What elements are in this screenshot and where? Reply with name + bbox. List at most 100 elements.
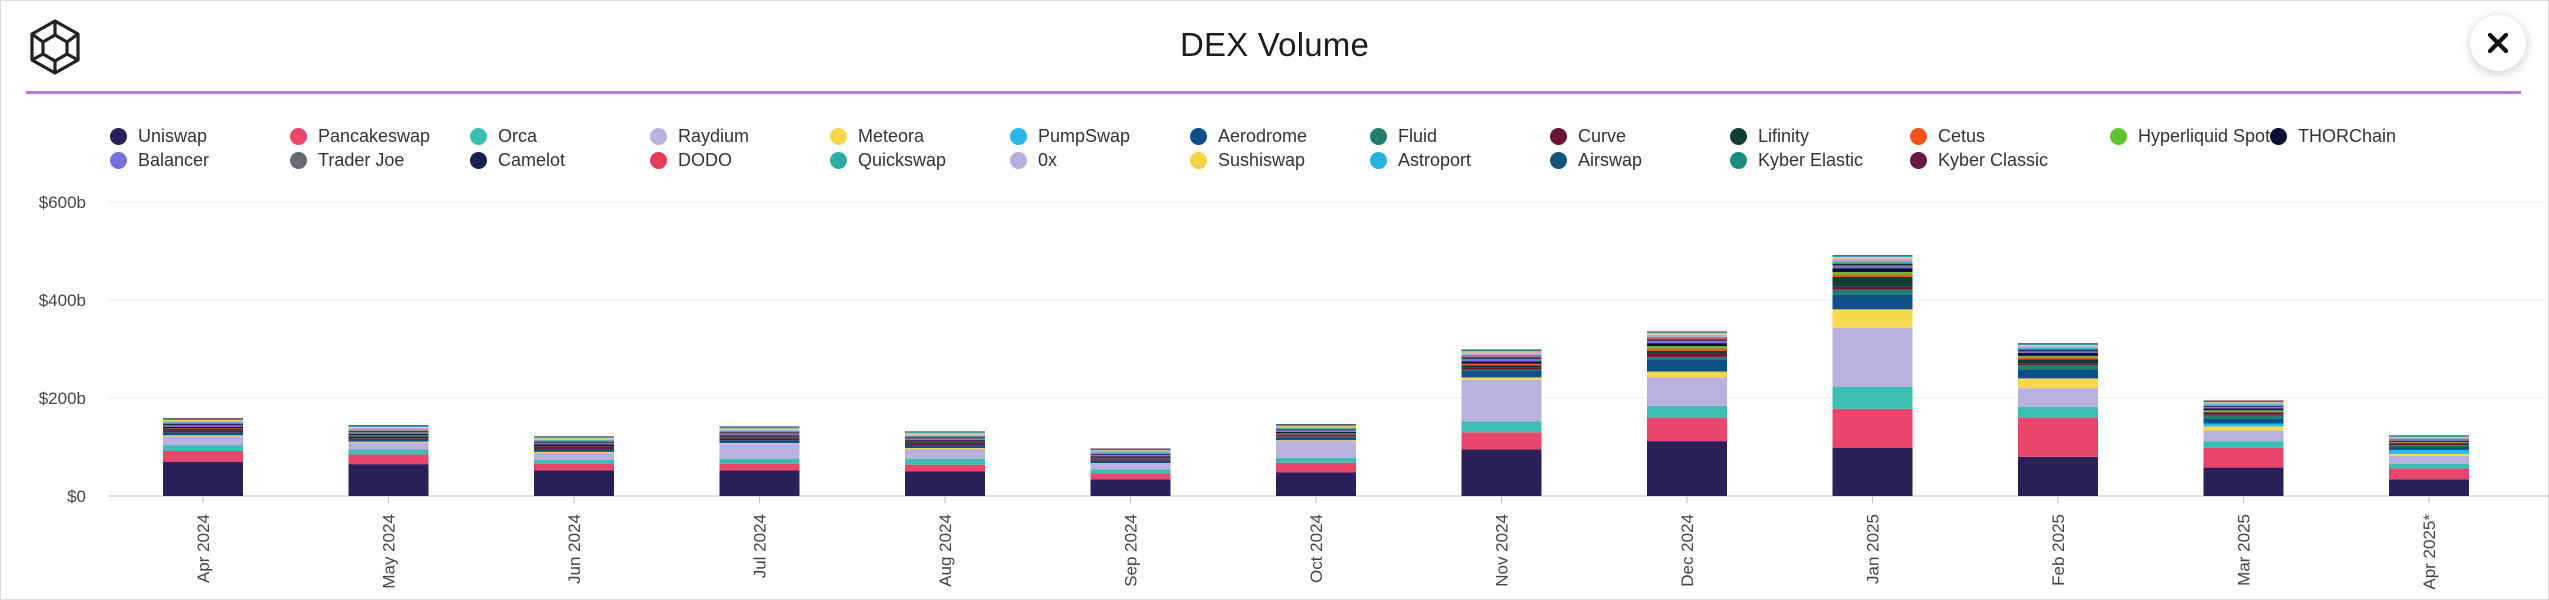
- bar-segment-orca[interactable]: [348, 449, 429, 455]
- legend-item-aerodrome[interactable]: Aerodrome: [1190, 126, 1307, 147]
- bar-segment-uniswap[interactable]: [719, 470, 800, 496]
- legend-item-kyber-elastic[interactable]: Kyber Elastic: [1730, 150, 1863, 171]
- legend-item-thorchain[interactable]: THORChain: [2270, 126, 2396, 147]
- bar-segment-lifinity[interactable]: [2389, 443, 2469, 445]
- close-button[interactable]: [2470, 15, 2526, 71]
- bar-segment-aerodrome[interactable]: [1832, 294, 1913, 310]
- bar-segment-meteora[interactable]: [163, 435, 243, 437]
- legend-item-fluid[interactable]: Fluid: [1370, 126, 1437, 147]
- bar-segment-thorchain[interactable]: [1832, 268, 1913, 273]
- bar-segment-trader-joe[interactable]: [2018, 350, 2098, 352]
- bar-segment-pancakeswap[interactable]: [348, 454, 429, 465]
- bar-segment-0x[interactable]: [534, 439, 614, 441]
- legend-item-airswap[interactable]: Airswap: [1550, 150, 1642, 171]
- bar-segment-raydium[interactable]: [1832, 327, 1913, 387]
- bar-segment-orca[interactable]: [1461, 421, 1542, 433]
- bar-segment-trader-joe[interactable]: [348, 431, 429, 433]
- bar-stack-apr-2024[interactable]: [163, 418, 243, 496]
- legend-item-lifinity[interactable]: Lifinity: [1730, 126, 1809, 147]
- bar-segment-balancer[interactable]: [1090, 455, 1171, 457]
- bar-segment-meteora[interactable]: [905, 447, 985, 449]
- bar-stack-may-2024[interactable]: [348, 424, 429, 496]
- bar-segment-raydium[interactable]: [534, 452, 614, 460]
- bar-segment-pumpswap[interactable]: [2203, 423, 2284, 427]
- bar-segment-balancer[interactable]: [534, 443, 614, 445]
- bar-segment-uniswap[interactable]: [163, 461, 243, 496]
- bar-segment-quickswap[interactable]: [905, 435, 985, 437]
- bar-segment-dodo[interactable]: [1832, 262, 1913, 264]
- bar-segment-thorchain[interactable]: [719, 435, 800, 437]
- bar-segment-0x[interactable]: [719, 429, 800, 431]
- bar-segment-meteora[interactable]: [2203, 426, 2284, 431]
- legend-item-orca[interactable]: Orca: [470, 126, 537, 147]
- bar-segment-camelot[interactable]: [348, 430, 429, 432]
- bar-segment-balancer[interactable]: [1832, 266, 1913, 269]
- bar-segment-curve[interactable]: [2203, 414, 2284, 416]
- legend-item-hyperliquid-spot[interactable]: Hyperliquid Spot: [2110, 126, 2270, 147]
- bar-segment-0x[interactable]: [1090, 450, 1171, 453]
- bar-segment-thorchain[interactable]: [905, 440, 985, 442]
- bar-segment-cetus[interactable]: [1276, 433, 1356, 435]
- bar-segment-curve[interactable]: [1461, 367, 1542, 370]
- bar-segment-curve[interactable]: [1647, 353, 1727, 357]
- bar-segment-quickswap[interactable]: [719, 430, 800, 432]
- bar-segment-cetus[interactable]: [1832, 274, 1913, 277]
- bar-segment-uniswap[interactable]: [2203, 467, 2284, 496]
- bar-segment-sushiswap[interactable]: [1647, 333, 1727, 335]
- bar-stack-jan-2025[interactable]: [1832, 254, 1913, 496]
- bar-segment-cetus[interactable]: [2203, 411, 2284, 413]
- bar-stack-oct-2024[interactable]: [1276, 423, 1356, 496]
- bar-segment-curve[interactable]: [163, 430, 243, 433]
- bar-segment-pancakeswap[interactable]: [2018, 417, 2098, 457]
- bar-segment-camelot[interactable]: [534, 441, 614, 443]
- bar-segment-pancakeswap[interactable]: [719, 463, 800, 471]
- bar-segment-fluid[interactable]: [1647, 356, 1727, 360]
- bar-segment-uniswap[interactable]: [1276, 472, 1356, 496]
- legend-item-0x[interactable]: 0x: [1010, 150, 1057, 171]
- bar-segment-pancakeswap[interactable]: [1090, 473, 1171, 480]
- bar-segment-balancer[interactable]: [1647, 341, 1727, 344]
- bar-segment-quickswap[interactable]: [2203, 404, 2284, 406]
- bar-segment-quickswap[interactable]: [1647, 336, 1727, 339]
- bar-segment-pancakeswap[interactable]: [1647, 417, 1727, 442]
- bar-stack-feb-2025[interactable]: [2018, 343, 2098, 496]
- bar-stack-jul-2024[interactable]: [719, 426, 800, 496]
- bar-segment-trader-joe[interactable]: [905, 438, 985, 440]
- bar-segment-sushiswap[interactable]: [348, 426, 429, 428]
- bar-segment-orca[interactable]: [2389, 463, 2469, 469]
- bar-segment-lifinity[interactable]: [905, 442, 985, 444]
- bar-segment-aerodrome[interactable]: [348, 438, 429, 442]
- bar-segment-quickswap[interactable]: [2018, 348, 2098, 349]
- bar-segment-aerodrome[interactable]: [905, 445, 985, 448]
- bar-segment-trader-joe[interactable]: [534, 442, 614, 444]
- bar-segment-raydium[interactable]: [1276, 441, 1356, 458]
- bar-segment-pancakeswap[interactable]: [1832, 408, 1913, 448]
- bar-segment-fluid[interactable]: [1461, 369, 1542, 371]
- bar-segment-thorchain[interactable]: [1090, 456, 1171, 458]
- bar-segment-curve[interactable]: [2389, 444, 2469, 446]
- bar-segment-camelot[interactable]: [1090, 453, 1171, 455]
- bar-segment-fluid[interactable]: [2018, 365, 2098, 370]
- bar-segment-trader-joe[interactable]: [163, 424, 243, 426]
- bar-segment-curve[interactable]: [719, 438, 800, 441]
- bar-segment-dodo[interactable]: [1647, 338, 1727, 340]
- legend-item-kyber-classic[interactable]: Kyber Classic: [1910, 150, 2048, 171]
- bar-segment-camelot[interactable]: [905, 437, 985, 439]
- bar-segment-camelot[interactable]: [2203, 405, 2284, 407]
- bar-segment-trader-joe[interactable]: [1461, 358, 1542, 360]
- bar-segment-uniswap[interactable]: [1832, 447, 1913, 496]
- bar-segment-balancer[interactable]: [2018, 351, 2098, 353]
- bar-segment-uniswap[interactable]: [905, 471, 985, 497]
- bar-segment-0x[interactable]: [1647, 334, 1727, 337]
- bar-segment-uniswap[interactable]: [2018, 456, 2098, 496]
- bar-segment-thorchain[interactable]: [2203, 408, 2284, 411]
- bar-segment-sushiswap[interactable]: [905, 433, 985, 435]
- bar-stack-apr-2025[interactable]: [2389, 435, 2469, 496]
- bar-segment-uniswap[interactable]: [2389, 479, 2469, 496]
- bar-segment-aerodrome[interactable]: [2203, 418, 2284, 424]
- bar-stack-nov-2024[interactable]: [1461, 349, 1542, 496]
- bar-segment-meteora[interactable]: [1461, 377, 1542, 380]
- bar-segment-hyperliquid-spot[interactable]: [2203, 410, 2284, 412]
- bar-stack-jun-2024[interactable]: [534, 436, 614, 496]
- bar-segment-curve[interactable]: [905, 443, 985, 446]
